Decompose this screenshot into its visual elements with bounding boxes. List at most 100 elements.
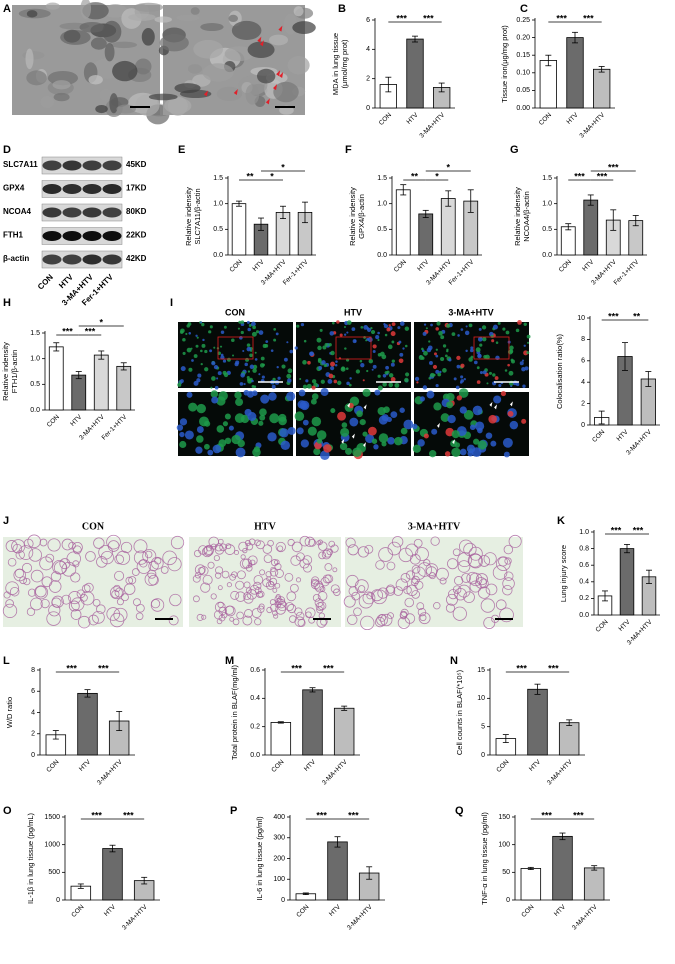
cell [421, 347, 424, 351]
cell [442, 344, 447, 348]
alveolus [202, 574, 213, 585]
alveolus [253, 581, 262, 590]
x-tick-label: CON [70, 903, 85, 918]
alveolus [330, 584, 340, 594]
cell [243, 382, 246, 386]
x-tick-label: HTV [103, 903, 118, 918]
alveolus [201, 546, 213, 558]
images [2, 0, 531, 631]
y-tick-label: 0.2 [579, 595, 589, 602]
x-tick-label: HTV [251, 258, 266, 273]
cell [187, 322, 192, 326]
cell [363, 336, 366, 339]
alveolus [318, 551, 327, 560]
cell [359, 359, 363, 363]
alveolus [39, 556, 54, 571]
cell [177, 382, 182, 387]
micrograph-texture [154, 16, 172, 23]
blot-band [82, 254, 102, 265]
cell [333, 379, 338, 384]
cell [404, 326, 410, 331]
cell [224, 413, 231, 420]
alveolus [262, 544, 273, 554]
alveolus [411, 564, 421, 574]
y-axis-label: TNF-α in lung tissue (pg/ml) [480, 812, 489, 905]
cell [216, 425, 225, 433]
alveolus [217, 601, 224, 609]
cell [365, 339, 368, 342]
cell [332, 321, 335, 325]
significance-label: *** [98, 663, 109, 673]
alveolus [5, 540, 18, 553]
alveolus [332, 567, 338, 573]
alveolus [433, 601, 441, 610]
alveolus [41, 576, 53, 588]
cell [477, 440, 487, 450]
cell [283, 357, 288, 362]
alveolus [201, 614, 207, 620]
cell [473, 360, 478, 365]
alveolus [467, 553, 483, 568]
alveolus [231, 571, 238, 578]
cell [237, 327, 240, 330]
alveolus [297, 618, 306, 627]
cell [329, 331, 335, 336]
blot-band [42, 184, 62, 194]
cell [463, 377, 466, 381]
cell [494, 376, 499, 380]
bar [77, 692, 98, 756]
blot-band [62, 160, 82, 171]
cell [362, 388, 371, 397]
alveolus [503, 544, 514, 555]
micrograph-texture [293, 6, 304, 17]
cell [404, 344, 408, 348]
cell [433, 402, 442, 411]
x-tick-label: 3-MA+HTV [321, 758, 349, 786]
alveolus [362, 591, 376, 605]
bar [552, 835, 573, 901]
alveolus [318, 541, 328, 551]
alveolus [15, 550, 25, 560]
alveolus [68, 600, 80, 612]
micrograph-texture [202, 63, 234, 82]
alveolus [142, 549, 157, 564]
alveolus [395, 578, 408, 591]
cell [377, 385, 383, 391]
cell [240, 320, 245, 324]
blot-band [102, 184, 122, 194]
blot-band [102, 254, 122, 265]
cell [497, 321, 501, 325]
cell [474, 421, 485, 431]
alveolus [371, 589, 383, 602]
cell [368, 358, 374, 364]
micrograph-texture [174, 83, 201, 94]
alveolus [375, 560, 385, 570]
alveolus [27, 534, 41, 549]
alveolus [387, 541, 402, 556]
alveolus [312, 594, 321, 602]
cell [446, 349, 449, 353]
alveolus [9, 586, 20, 597]
alveolus [59, 558, 71, 570]
cell [300, 322, 305, 327]
cell [381, 414, 389, 422]
alveolus [347, 614, 358, 626]
cell [188, 402, 198, 412]
arrow [279, 72, 284, 79]
alveolus [224, 605, 236, 617]
y-axis-label: FTH1/β-actin [10, 350, 19, 394]
panel-letter: O [3, 805, 12, 817]
cell [302, 384, 308, 389]
alveolus [314, 583, 325, 593]
alveolus [448, 589, 459, 600]
arrow [259, 40, 264, 47]
cell [360, 363, 365, 368]
y-tick-label: 0.15 [516, 52, 530, 59]
alveolus [475, 573, 488, 586]
alveolus [214, 572, 222, 579]
arrow [351, 433, 355, 439]
cell [220, 353, 224, 357]
cell [460, 328, 464, 331]
cell [366, 369, 369, 373]
blot [41, 180, 123, 198]
